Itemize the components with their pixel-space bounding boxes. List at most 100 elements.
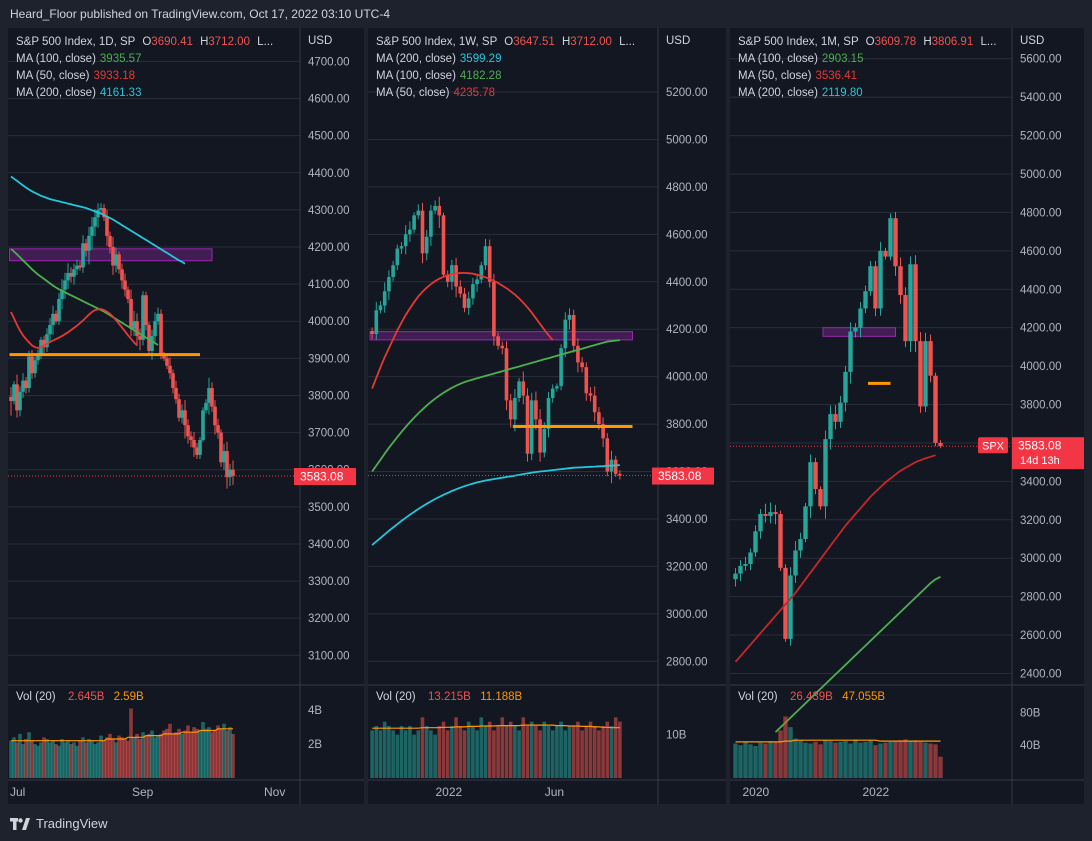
candle-body	[225, 451, 229, 478]
volume-bar	[743, 741, 748, 778]
candle-body	[550, 388, 555, 399]
candle-body	[201, 410, 205, 441]
volume-bar	[201, 722, 205, 778]
volume-bar	[923, 742, 928, 778]
volume-bar	[898, 740, 903, 778]
candle-body	[177, 399, 181, 418]
ma-value: 4182.28	[459, 70, 502, 82]
x-tick-label: Jun	[545, 785, 564, 799]
candle-body	[84, 243, 88, 251]
volume-bar	[180, 733, 184, 778]
chart-panel-daily[interactable]: USD 4700.00 4600.00 4500.00 4400.00 4300.00 42…	[8, 28, 364, 804]
volume-bar	[580, 730, 584, 778]
volume-bar	[853, 739, 858, 778]
chart-panel-monthly[interactable]: USD 5600.00 5400.00 5200.00 5000.00 4800.00 46…	[730, 28, 1084, 804]
symbol-tag	[978, 437, 1008, 454]
candle-body	[408, 229, 412, 235]
legend-ma-row: MA (200, close) 4161.33	[16, 85, 273, 102]
y-tick-label: 5400.00	[1020, 92, 1062, 104]
volume-bar	[123, 739, 127, 778]
candle-body	[105, 217, 109, 236]
chart-svg-daily[interactable]: USD 4700.00 4600.00 4500.00 4400.00 4300.00 42…	[8, 28, 364, 804]
candle-body	[60, 289, 64, 299]
volume-bar	[773, 741, 778, 778]
ohlc-high-value: 3712.00	[570, 36, 612, 48]
volume-bar	[42, 737, 46, 778]
candle-body	[833, 414, 838, 422]
y-tick-label: 4500.00	[308, 131, 350, 143]
y-tick-label: 3000.00	[666, 609, 708, 621]
candle-body	[928, 341, 933, 376]
volume-bar	[768, 741, 773, 778]
candle-body	[403, 234, 408, 247]
volume-bar	[597, 730, 601, 778]
volume-bar	[138, 739, 142, 778]
y-tick-label: 4400.00	[308, 168, 350, 180]
candle-body	[492, 281, 496, 337]
volume-bar	[492, 730, 496, 778]
volume-bar	[868, 740, 873, 778]
candle-body	[111, 247, 115, 266]
candle-body	[878, 250, 883, 309]
candle-body	[15, 384, 19, 411]
candle-body	[165, 358, 169, 366]
ohlc-high-value: 3806.91	[931, 36, 974, 48]
price-tag-text: 3583.08	[658, 469, 702, 483]
candle-body	[576, 345, 580, 363]
volume-bar	[433, 734, 437, 778]
tradingview-logo[interactable]: TradingView	[10, 816, 108, 831]
candle-body	[748, 552, 753, 564]
ma-label: MA (50, close)	[16, 70, 90, 82]
candle-body	[571, 314, 576, 346]
volume-bar	[487, 721, 492, 778]
chart-panel-weekly[interactable]: USD 5200.00 5000.00 4800.00 4600.00 4400.00 42…	[368, 28, 726, 804]
candle-body	[848, 331, 853, 372]
candle-body	[370, 330, 374, 334]
chart-svg-weekly[interactable]: USD 5200.00 5000.00 4800.00 4600.00 4400.00 42…	[368, 28, 726, 804]
y-tick-label: 4000.00	[666, 372, 708, 384]
volume-bar	[33, 744, 37, 778]
candle-body	[378, 305, 383, 311]
volume-bar	[933, 744, 938, 778]
legend-ma-row: MA (100, close) 4182.28	[376, 68, 635, 85]
ma-value: 3935.57	[99, 53, 142, 65]
volume-bar	[883, 742, 888, 778]
volume-bar	[147, 733, 151, 778]
ohlc-open-label: O	[865, 36, 875, 48]
volume-bar	[228, 727, 232, 778]
volume-bar	[370, 730, 374, 778]
price-tag	[652, 467, 714, 485]
candle-body	[567, 314, 572, 320]
volume-bar	[466, 721, 471, 778]
y-tick-label: 3400.00	[666, 514, 708, 526]
y-tick-label: 3200.00	[666, 561, 708, 573]
legend-title-row: S&P 500 Index, 1D, SP O3690.41 H3712.00 …	[16, 34, 273, 51]
volume-bar	[114, 742, 118, 778]
candle-body	[504, 348, 509, 401]
legend-title: S&P 500 Index, 1W, SP	[376, 36, 498, 48]
candle-body	[144, 295, 148, 325]
price-tag-text: 3583.08	[300, 469, 344, 483]
volume-bar	[45, 739, 49, 778]
volume-bar	[529, 721, 534, 778]
candle-body	[75, 265, 79, 270]
candle-body	[433, 205, 437, 211]
currency-label: USD	[1020, 35, 1044, 47]
volume-bar	[601, 726, 605, 778]
volume-label: Vol (20)	[16, 691, 56, 703]
legend-monthly: S&P 500 Index, 1M, SP O3609.78 H3806.91 …	[738, 34, 996, 102]
resistance-zone	[9, 248, 213, 262]
candle-body	[738, 565, 743, 574]
volume-bar	[441, 721, 446, 778]
candle-body	[798, 539, 803, 551]
y-tick-label: 5600.00	[1020, 54, 1062, 66]
candle-body	[416, 210, 421, 216]
candle-body	[374, 310, 379, 334]
volume-bar	[84, 742, 88, 778]
candle-body	[231, 469, 235, 477]
volume-bar	[156, 735, 160, 778]
candle-body	[96, 209, 100, 218]
chart-svg-monthly[interactable]: USD 5600.00 5400.00 5200.00 5000.00 4800.00 46…	[730, 28, 1084, 804]
ohlc-open-label: O	[504, 36, 514, 48]
candle-body	[429, 210, 433, 237]
